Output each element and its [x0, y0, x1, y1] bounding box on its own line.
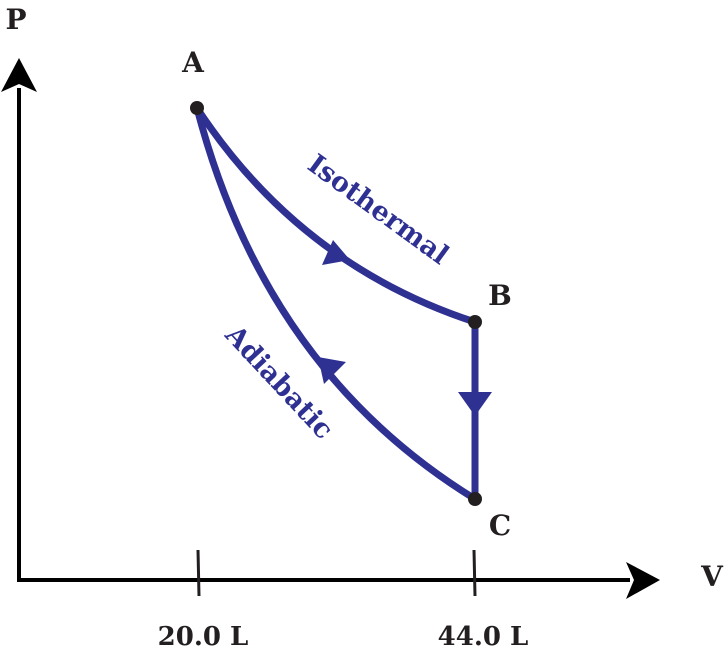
axes — [1, 58, 660, 599]
point-a-label: A — [181, 46, 205, 79]
point-b — [468, 315, 482, 329]
y-axis-label: P — [5, 3, 26, 36]
direction-arrows — [318, 240, 492, 416]
x-tick-label-44: 44.0 L — [438, 622, 529, 652]
arrow-adiabatic-icon — [318, 357, 346, 384]
adiabatic-label: Adiabatic — [218, 319, 339, 446]
point-c — [468, 492, 482, 506]
point-b-label: B — [488, 279, 512, 312]
arrow-isothermal-icon — [322, 240, 350, 265]
arrow-isochoric-icon — [458, 392, 492, 416]
adiabatic-curve-c-a — [193, 104, 479, 503]
state-points — [190, 101, 482, 506]
x-tick-20 — [196, 549, 201, 597]
x-tick-label-20: 20.0 L — [158, 622, 249, 652]
point-a — [190, 101, 204, 115]
x-axis-label: V — [700, 560, 724, 593]
isothermal-curve-a-b — [193, 104, 479, 326]
isothermal-label: Isothermal — [302, 149, 454, 271]
y-axis-arrowhead-icon — [1, 58, 37, 92]
x-tick-44 — [472, 549, 477, 597]
point-c-label: C — [489, 509, 511, 542]
x-axis-arrowhead-icon — [626, 562, 660, 599]
